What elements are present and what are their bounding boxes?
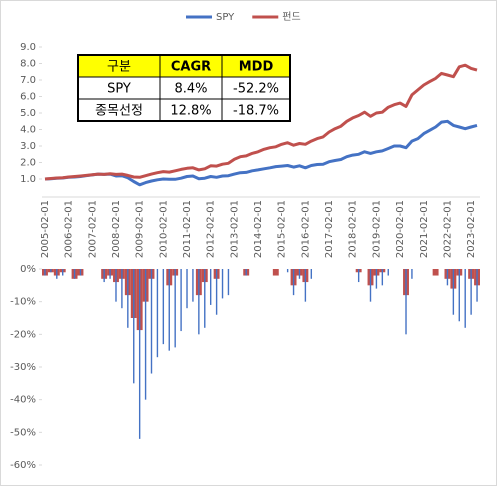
y-tick-label: 0% xyxy=(20,264,36,275)
table-header: CAGR xyxy=(171,60,211,75)
spy-bar xyxy=(209,269,212,305)
table-text: SPY xyxy=(107,82,131,97)
x-tick-label: 2016-02-01 xyxy=(300,200,311,258)
y-tick-label: 5.0 xyxy=(20,108,36,119)
line-0 xyxy=(44,119,478,187)
spy-bar xyxy=(174,269,176,348)
x-tick-label: 2005-02-01 xyxy=(40,200,51,258)
spy-bar xyxy=(50,269,52,273)
spy-bar xyxy=(198,269,200,335)
x-tick-label: 2013-02-01 xyxy=(229,200,240,258)
legend-label: 펀드 xyxy=(282,11,300,23)
x-tick-label: 2010-02-01 xyxy=(158,200,169,258)
spy-bar xyxy=(292,269,295,296)
spy-bar xyxy=(121,269,123,309)
x-tick-label: 2006-02-01 xyxy=(64,200,75,258)
y-tick-label: -10% xyxy=(10,297,36,308)
spy-bar xyxy=(357,269,360,283)
x-tick-label: 2018-02-01 xyxy=(348,200,359,258)
x-tick-label: 2012-02-01 xyxy=(206,200,217,258)
spy-bar xyxy=(387,269,389,276)
table-text: 12.8% xyxy=(170,104,211,119)
y-tick-label: 6.0 xyxy=(20,92,36,103)
table-header: MDD xyxy=(239,60,274,75)
fund-bar xyxy=(272,269,279,276)
spy-bar xyxy=(127,269,129,328)
legend-label: SPY xyxy=(216,12,235,23)
x-tick-label: 2007-02-01 xyxy=(87,200,98,258)
spy-bar xyxy=(304,269,307,302)
x-tick-label: 2014-02-01 xyxy=(253,200,264,258)
spy-bar xyxy=(221,269,224,299)
y-tick-label: -40% xyxy=(10,395,36,406)
y-tick-label: 9.0 xyxy=(20,42,36,53)
table-header: 구분 xyxy=(107,60,131,75)
x-tick-label: 2020-02-01 xyxy=(395,200,406,258)
spy-bar xyxy=(62,269,64,276)
spy-bar xyxy=(180,269,182,332)
spy-bar xyxy=(446,269,449,286)
y-tick-label: 4.0 xyxy=(20,125,36,136)
y-tick-label: 8.0 xyxy=(20,59,36,70)
y-tick-label: -50% xyxy=(10,427,36,438)
x-tick-label: 2023-02-01 xyxy=(466,200,477,258)
spy-bar xyxy=(405,269,407,335)
table-text: 종목선정 xyxy=(95,104,143,119)
x-tick-label: 2022-02-01 xyxy=(442,200,453,258)
spy-bar xyxy=(458,269,460,322)
spy-bar xyxy=(138,269,141,439)
y-tick-label: 2.0 xyxy=(20,158,36,169)
spy-bar xyxy=(73,269,76,279)
spy-bar xyxy=(369,269,372,302)
x-tick-label: 2008-02-01 xyxy=(111,200,122,258)
spy-bar xyxy=(133,269,135,384)
fund-bar xyxy=(432,269,439,276)
spy-bar xyxy=(115,269,117,302)
spy-bar xyxy=(144,269,147,400)
table-border xyxy=(77,54,291,122)
spy-bar xyxy=(79,269,82,276)
spy-bar xyxy=(375,269,378,289)
spy-bar xyxy=(245,269,247,276)
spy-bar xyxy=(186,269,188,309)
y-tick-label: 1.0 xyxy=(20,174,36,185)
spy-bar xyxy=(215,269,218,315)
spy-bar xyxy=(476,269,478,302)
spy-bar xyxy=(411,269,413,279)
spy-bar xyxy=(286,269,289,273)
spy-bar xyxy=(103,269,105,283)
y-tick-label: -60% xyxy=(10,460,36,471)
spy-bar xyxy=(109,269,111,279)
spy-bar xyxy=(227,269,230,296)
spy-bar xyxy=(150,269,153,374)
spy-bar xyxy=(298,269,301,279)
spy-bar xyxy=(44,269,46,276)
spy-bar xyxy=(470,269,472,315)
spy-bar xyxy=(156,269,159,358)
y-tick-label: -30% xyxy=(10,362,36,373)
x-tick-label: 2015-02-01 xyxy=(277,200,288,258)
spy-bar xyxy=(192,269,194,302)
spy-bar xyxy=(381,269,384,286)
line-1 xyxy=(44,63,478,181)
y-tick-label: 7.0 xyxy=(20,75,36,86)
y-tick-label: -20% xyxy=(10,329,36,340)
x-tick-label: 2009-02-01 xyxy=(135,200,146,258)
x-tick-label: 2017-02-01 xyxy=(324,200,335,258)
x-tick-label: 2011-02-01 xyxy=(182,200,193,258)
spy-bar xyxy=(56,269,58,279)
spy-bar xyxy=(310,269,313,279)
x-tick-label: 2019-02-01 xyxy=(371,200,382,258)
table-text: -18.7% xyxy=(233,104,279,119)
table-text: 8.4% xyxy=(174,82,207,97)
y-tick-label: 3.0 xyxy=(20,141,36,152)
spy-bar xyxy=(464,269,466,328)
spy-bar xyxy=(162,269,165,345)
spy-bar xyxy=(168,269,170,351)
spy-bar xyxy=(204,269,206,328)
x-tick-label: 2021-02-01 xyxy=(419,200,430,258)
table-text: -52.2% xyxy=(233,82,279,97)
spy-bar xyxy=(452,269,455,315)
